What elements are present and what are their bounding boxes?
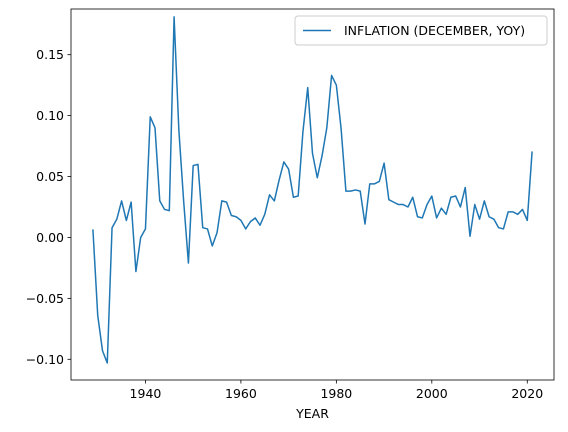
- y-tick-label: −0.05: [26, 291, 64, 306]
- x-tick-label: 2000: [416, 386, 448, 401]
- y-tick-label: 0.15: [36, 47, 64, 62]
- x-tick-label: 1980: [320, 386, 352, 401]
- y-tick-label: 0.10: [36, 108, 64, 123]
- y-tick-label: −0.10: [26, 352, 64, 367]
- plot-frame: [70, 8, 555, 381]
- legend-label: INFLATION (DECEMBER, YOY): [344, 23, 525, 38]
- series-line-inflation: [92, 16, 533, 364]
- x-tick-label: 1960: [225, 386, 257, 401]
- y-tick-label: 0.00: [36, 230, 64, 245]
- x-axis-label: YEAR: [295, 406, 329, 421]
- x-tick-label: 2020: [511, 386, 543, 401]
- legend-box: [294, 15, 548, 46]
- legend: INFLATION (DECEMBER, YOY): [294, 15, 548, 46]
- x-tick-label: 1940: [130, 386, 162, 401]
- plot-area: [70, 8, 555, 381]
- x-axis: 1940 1960 1980 2000 2020: [130, 380, 543, 401]
- y-tick-label: 0.05: [36, 169, 64, 184]
- y-axis: −0.10 −0.05 0.00 0.05 0.10 0.15: [26, 47, 71, 367]
